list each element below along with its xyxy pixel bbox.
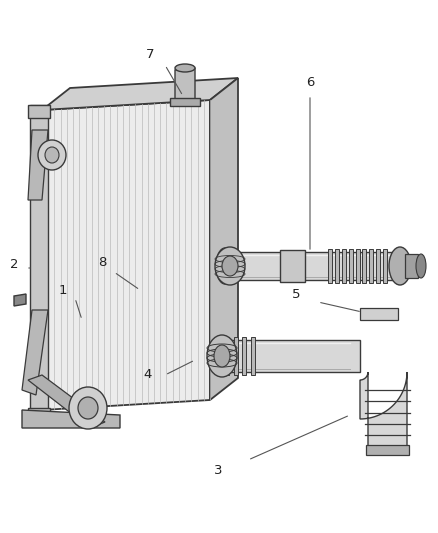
Polygon shape bbox=[349, 249, 353, 283]
Polygon shape bbox=[360, 308, 398, 320]
Polygon shape bbox=[251, 337, 255, 375]
Polygon shape bbox=[328, 249, 332, 283]
Polygon shape bbox=[383, 249, 387, 283]
Polygon shape bbox=[14, 294, 26, 306]
Polygon shape bbox=[22, 410, 120, 428]
Polygon shape bbox=[366, 445, 409, 455]
Ellipse shape bbox=[78, 397, 98, 419]
Polygon shape bbox=[28, 130, 48, 200]
Polygon shape bbox=[28, 375, 105, 428]
Text: 4: 4 bbox=[144, 368, 152, 382]
Text: 1: 1 bbox=[59, 284, 67, 296]
Polygon shape bbox=[342, 249, 346, 283]
Polygon shape bbox=[225, 252, 395, 280]
Text: 3: 3 bbox=[214, 464, 222, 477]
Ellipse shape bbox=[216, 248, 234, 284]
Polygon shape bbox=[233, 337, 238, 375]
Polygon shape bbox=[225, 340, 360, 372]
Ellipse shape bbox=[215, 247, 245, 285]
Polygon shape bbox=[42, 78, 238, 110]
Ellipse shape bbox=[69, 387, 107, 429]
Polygon shape bbox=[335, 249, 339, 283]
Ellipse shape bbox=[45, 147, 59, 163]
Polygon shape bbox=[356, 249, 360, 283]
Polygon shape bbox=[360, 372, 407, 450]
Polygon shape bbox=[22, 310, 48, 395]
Polygon shape bbox=[405, 254, 418, 278]
Polygon shape bbox=[376, 249, 380, 283]
Polygon shape bbox=[362, 249, 366, 283]
Polygon shape bbox=[242, 337, 246, 375]
Polygon shape bbox=[175, 68, 195, 102]
Polygon shape bbox=[30, 105, 48, 420]
Ellipse shape bbox=[416, 254, 426, 278]
Polygon shape bbox=[280, 250, 305, 282]
Ellipse shape bbox=[389, 247, 411, 285]
Text: 2: 2 bbox=[10, 259, 18, 271]
Polygon shape bbox=[170, 98, 200, 106]
Polygon shape bbox=[42, 100, 210, 410]
Polygon shape bbox=[225, 337, 229, 375]
Polygon shape bbox=[210, 78, 238, 400]
Polygon shape bbox=[28, 105, 50, 118]
Ellipse shape bbox=[214, 345, 230, 367]
Text: 8: 8 bbox=[98, 256, 106, 270]
Text: 7: 7 bbox=[146, 49, 154, 61]
Ellipse shape bbox=[175, 64, 195, 72]
Ellipse shape bbox=[207, 335, 237, 377]
Ellipse shape bbox=[222, 256, 238, 276]
Ellipse shape bbox=[38, 140, 66, 170]
Polygon shape bbox=[369, 249, 373, 283]
Text: 6: 6 bbox=[306, 76, 314, 88]
Polygon shape bbox=[28, 408, 50, 422]
Text: 5: 5 bbox=[292, 288, 300, 302]
